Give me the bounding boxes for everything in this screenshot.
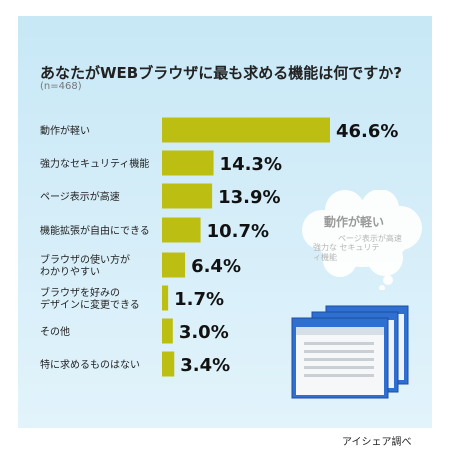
value-label-5: 1.7% (174, 289, 224, 310)
bubble-text-third: 強力な セキュリティ機能 (313, 243, 380, 262)
bar-6 (162, 318, 173, 344)
category-label-3: 機能拡張が自由にできる (40, 224, 150, 237)
chart-title: あなたがWEBブラウザに最も求める機能は何ですか? (40, 64, 402, 82)
category-label-2: ページ表示が高速 (40, 190, 120, 203)
value-label-7: 3.4% (180, 355, 230, 376)
bar-7 (162, 351, 175, 377)
value-label-0: 46.6% (336, 121, 398, 142)
sample-size: (n=468) (40, 81, 82, 92)
category-label-0: 動作が軽い (40, 124, 90, 137)
browser-windows-icon (291, 305, 409, 399)
thought-bubble-icon (302, 190, 422, 290)
category-label-7: 特に求めるものはない (40, 359, 140, 371)
bar-1 (162, 150, 214, 176)
value-label-1: 14.3% (220, 154, 282, 175)
bar-2 (162, 183, 213, 209)
value-label-4: 6.4% (191, 256, 241, 277)
bar-5 (162, 285, 169, 311)
bar-4 (162, 252, 186, 278)
category-label-1: 強力なセキュリティ機能 (40, 157, 149, 170)
value-label-2: 13.9% (218, 187, 280, 208)
value-label-3: 10.7% (207, 221, 269, 242)
bubble-text-second: ページ表示が高速 (338, 234, 402, 243)
category-label-5: ブラウザを好みのデザインに変更できる (40, 286, 140, 311)
bar-3 (162, 217, 201, 243)
category-label-6: その他 (40, 325, 70, 338)
category-label-4: ブラウザの使い方がわかりやすい (40, 253, 130, 278)
source-note: アイシェア調べ (342, 437, 412, 448)
bubble-text-main: 動作が軽い (324, 215, 385, 229)
bar-0 (162, 117, 330, 143)
value-label-6: 3.0% (179, 322, 229, 343)
